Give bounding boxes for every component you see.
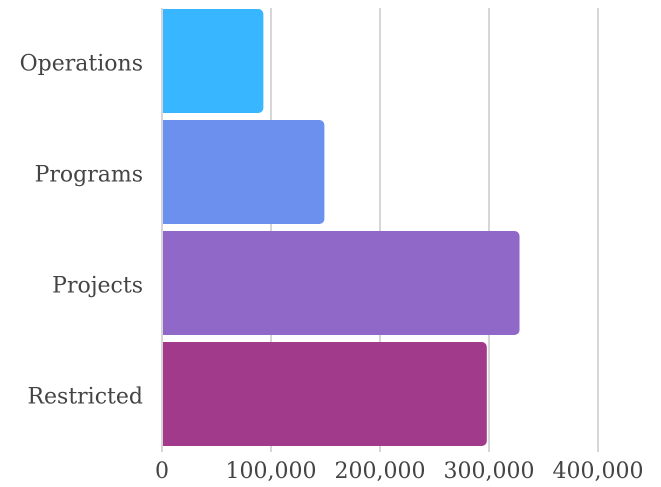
x-tick-label: 400,000 — [553, 459, 644, 484]
bar-operations — [162, 9, 264, 113]
bar-operations-base — [162, 9, 170, 113]
bar-projects-base — [162, 231, 170, 335]
x-tick-label: 300,000 — [444, 459, 535, 484]
x-tick-label: 100,000 — [226, 459, 317, 484]
category-label-operations: Operations — [20, 52, 143, 77]
bar-layer — [162, 9, 520, 446]
category-label-projects: Projects — [52, 274, 143, 299]
category-label-restricted: Restricted — [27, 385, 143, 410]
label-layer: Operations Programs Projects Restricted 0 100… — [20, 52, 644, 485]
x-tick-label: 0 — [155, 459, 169, 484]
bar-programs — [162, 120, 325, 224]
bar-restricted-base — [162, 342, 170, 446]
x-tick-label: 200,000 — [335, 459, 426, 484]
category-label-programs: Programs — [35, 163, 143, 188]
bar-restricted — [162, 342, 487, 446]
bar-projects — [162, 231, 520, 335]
bar-programs-base — [162, 120, 170, 224]
